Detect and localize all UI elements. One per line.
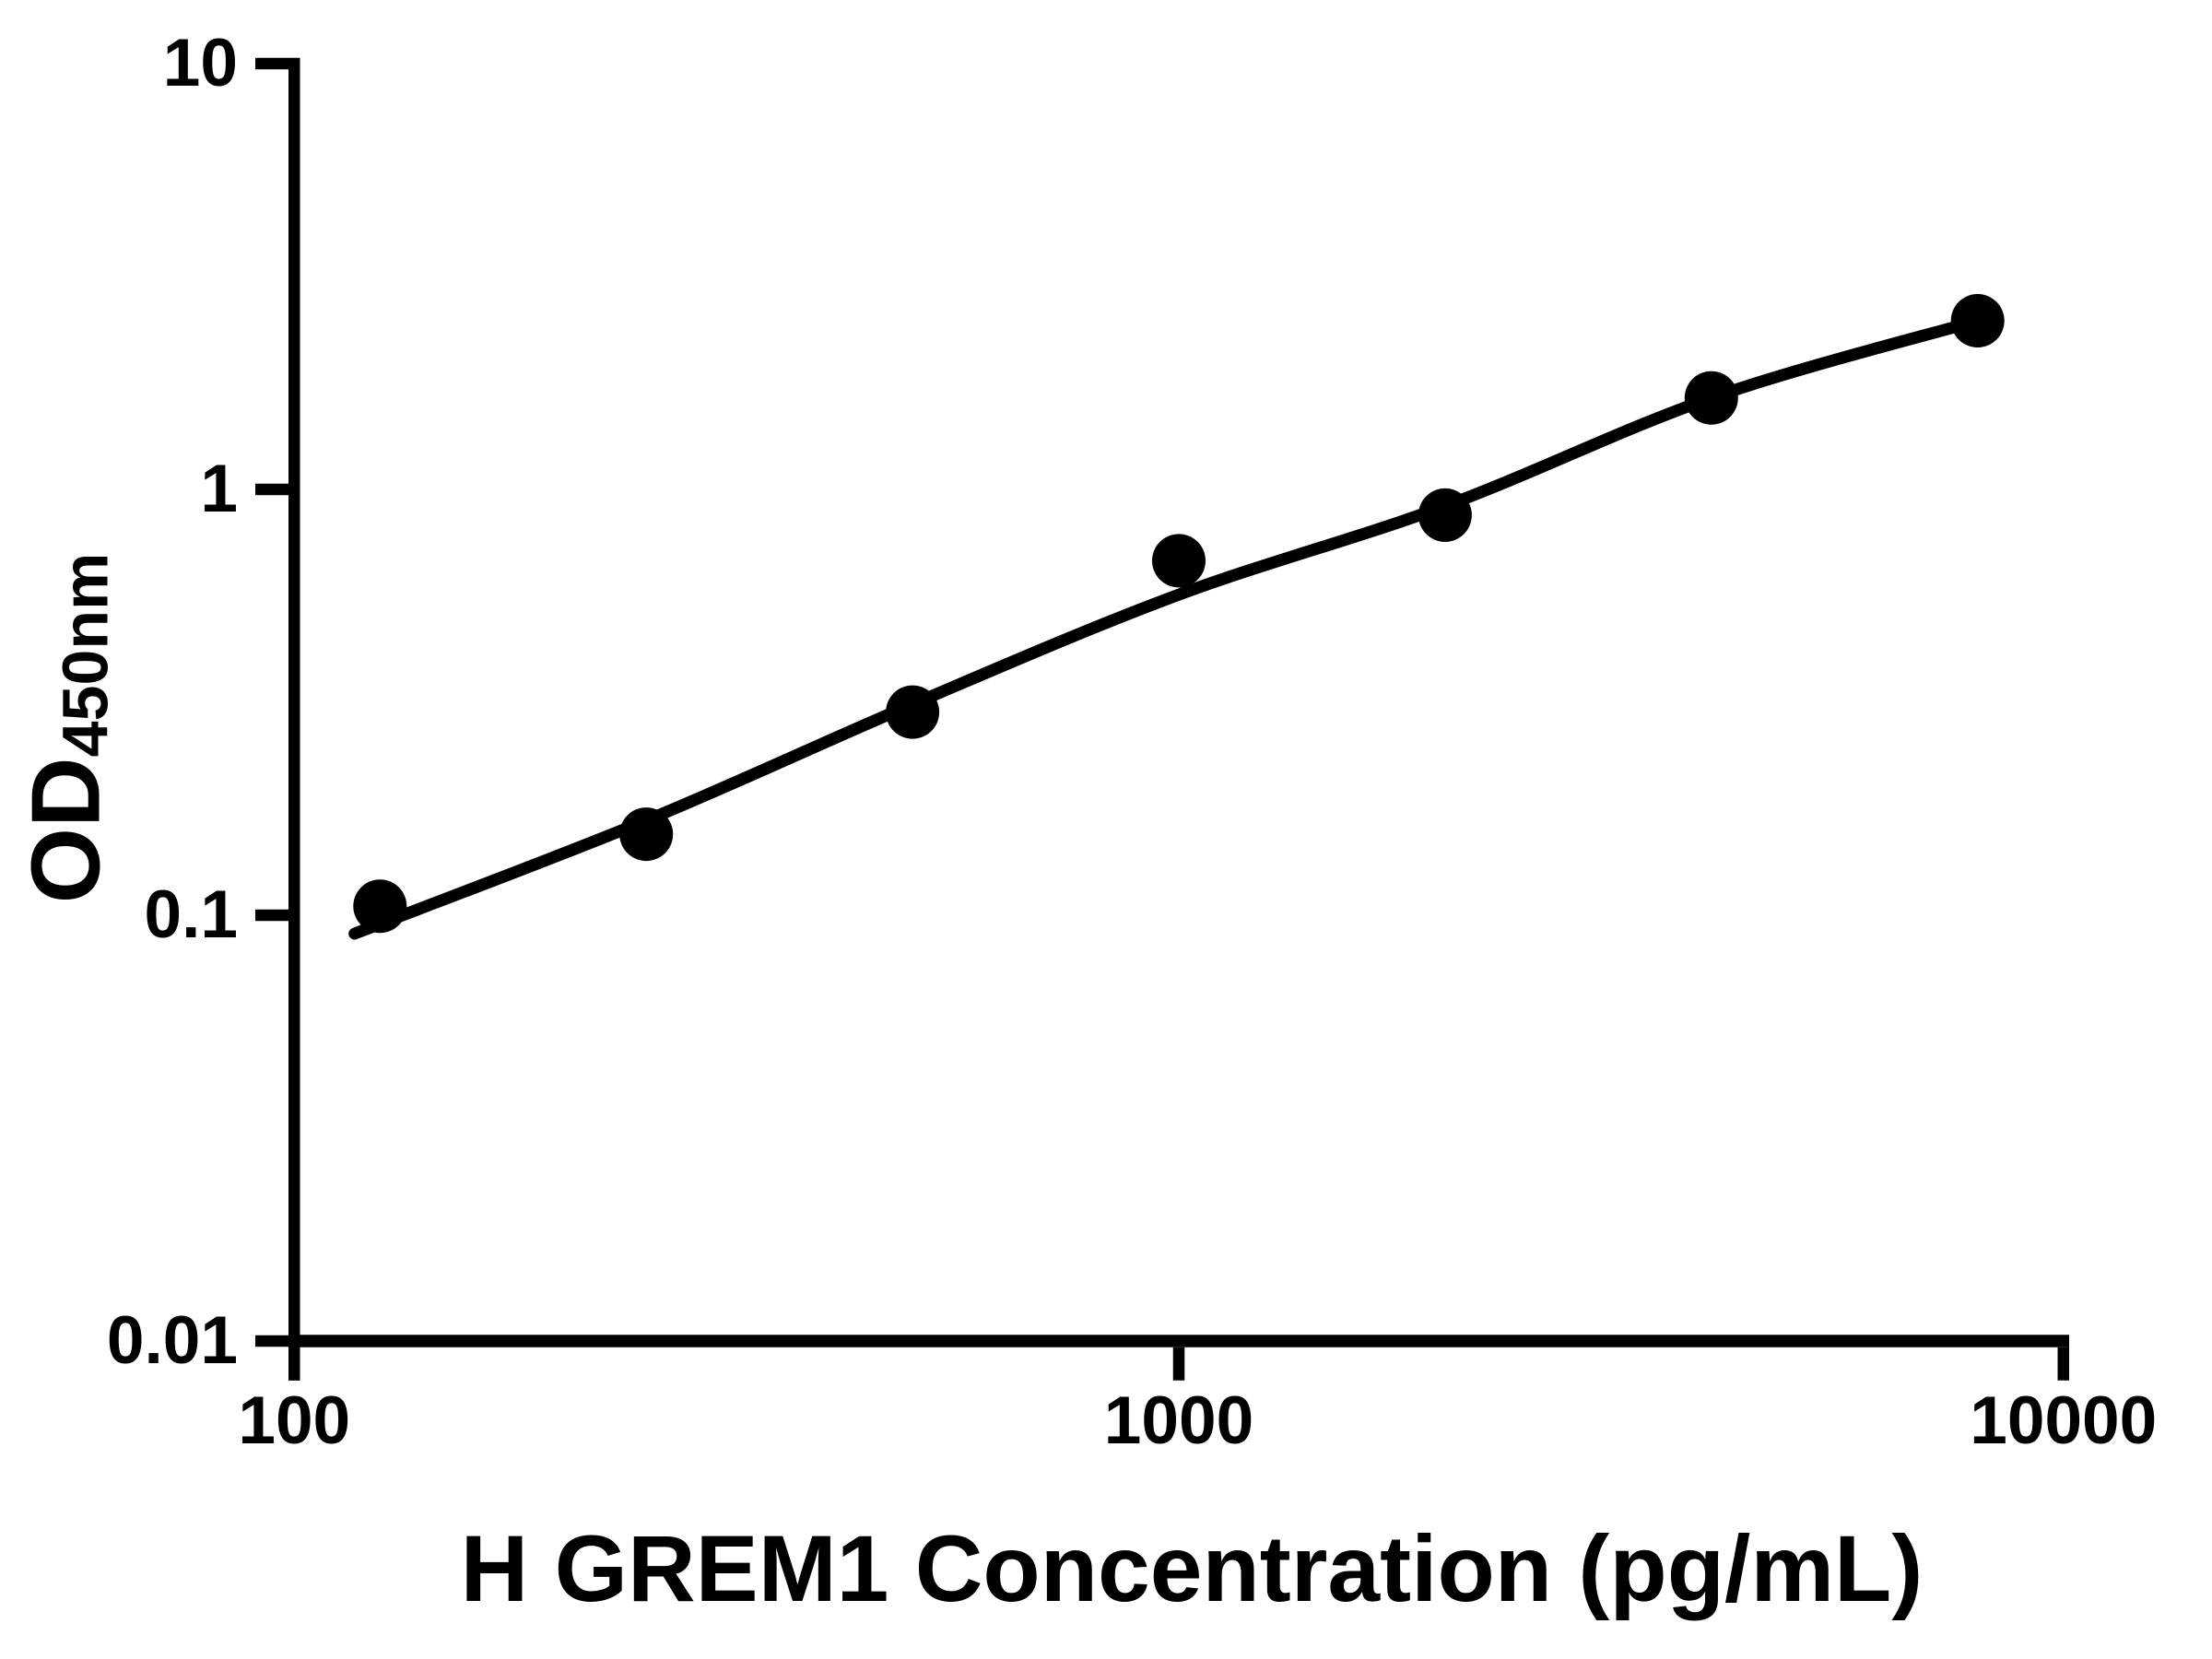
y-axis-tick: [255, 909, 288, 922]
y-tick-label-1: 1: [200, 452, 238, 526]
y-axis-tick: [255, 483, 288, 496]
y-axis-tick: [255, 57, 288, 70]
data-point: [1950, 294, 2005, 347]
x-axis-tick: [1172, 1347, 1185, 1381]
y-tick-label-0.01: 0.01: [106, 1303, 238, 1378]
data-point: [353, 879, 407, 934]
x-axis-title: H GREM1 Concentration (pg/mL): [460, 1516, 1924, 1621]
data-point: [886, 685, 940, 739]
data-point: [1684, 371, 1738, 425]
y-axis-title-subscript: 450nm: [49, 552, 122, 758]
y-tick-label-10: 10: [162, 26, 238, 100]
y-axis-tick: [255, 1335, 288, 1347]
y-tick-label-0.1: 0.1: [144, 877, 238, 952]
x-axis-line: [288, 1335, 2069, 1347]
data-point: [1418, 488, 1472, 542]
y-axis-title-main: OD: [11, 757, 121, 904]
x-tick-label-1000: 1000: [1103, 1383, 1254, 1458]
x-tick-label-100: 100: [238, 1383, 351, 1458]
y-axis-line: [288, 57, 300, 1381]
x-axis-tick: [288, 1347, 300, 1381]
x-axis-tick: [2057, 1347, 2069, 1381]
data-point: [1152, 534, 1206, 588]
y-axis-title: OD450nm: [11, 552, 135, 904]
data-point: [619, 807, 674, 862]
x-tick-label-10000: 10000: [1970, 1383, 2158, 1458]
fit-curve: [348, 314, 1984, 940]
